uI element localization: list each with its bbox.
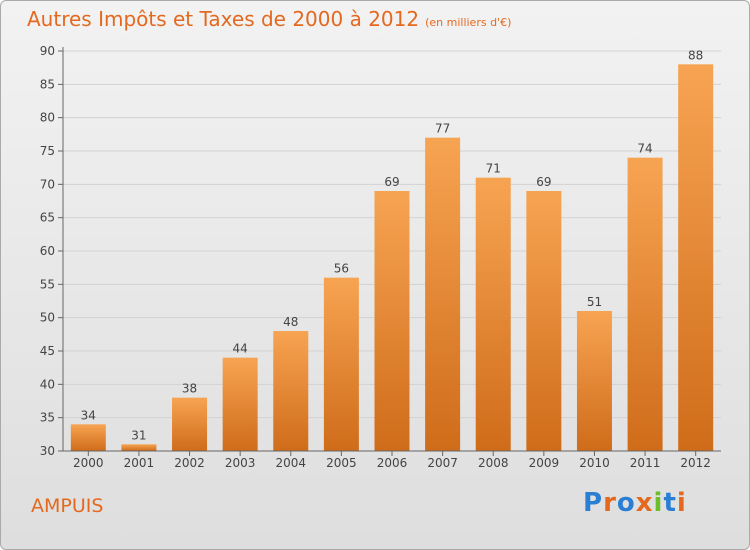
y-tick-label: 90 — [40, 44, 55, 58]
value-label-2004: 48 — [283, 315, 298, 329]
bar-2004 — [273, 331, 309, 451]
y-tick-label: 70 — [40, 177, 55, 191]
value-label-2005: 56 — [334, 262, 349, 276]
y-tick-label: 50 — [40, 311, 55, 325]
y-tick-label: 60 — [40, 244, 55, 258]
x-tick-label-2010: 2010 — [579, 456, 610, 470]
y-tick-label: 55 — [40, 277, 55, 291]
value-label-2008: 71 — [486, 162, 501, 176]
bar-2006 — [374, 191, 410, 451]
value-labels: 34 31 38 44 48 56 69 77 71 69 51 74 88 — [81, 48, 704, 442]
value-label-2011: 74 — [637, 142, 652, 156]
bar-2003 — [222, 357, 258, 451]
bar-2008 — [475, 177, 511, 451]
chart-subtitle: (en milliers d'€) — [425, 16, 512, 29]
y-tick-label: 40 — [40, 377, 55, 391]
x-tick-label-2008: 2008 — [478, 456, 509, 470]
x-tick-label-2005: 2005 — [326, 456, 357, 470]
x-tick-label-2007: 2007 — [427, 456, 458, 470]
city-name: AMPUIS — [31, 495, 104, 517]
chart-title-text: Autres Impôts et Taxes de 2000 à 2012 — [27, 7, 420, 31]
x-tick-label-2002: 2002 — [174, 456, 205, 470]
y-tick-label: 85 — [40, 77, 55, 91]
logo-letter: i — [676, 488, 687, 518]
chart-title: Autres Impôts et Taxes de 2000 à 2012 (en… — [27, 7, 511, 31]
bar-2012 — [678, 64, 714, 452]
x-tick-label-2012: 2012 — [680, 456, 711, 470]
y-tick-label: 75 — [40, 144, 55, 158]
value-label-2007: 77 — [435, 122, 450, 136]
y-tick-label: 45 — [40, 344, 55, 358]
proxiti-logo: Proxiti — [583, 488, 687, 518]
bar-2000 — [70, 424, 106, 451]
bar-2007 — [425, 137, 461, 451]
x-tick-label-2001: 2001 — [124, 456, 155, 470]
bar-2011 — [627, 157, 663, 451]
y-tick-label: 80 — [40, 111, 55, 125]
x-tick-label-2009: 2009 — [529, 456, 560, 470]
x-tick-label-2006: 2006 — [377, 456, 408, 470]
axes: 30 35 40 45 50 55 60 65 70 75 80 85 90 2000 2001 2002 20… — [40, 44, 721, 470]
y-tick-label: 35 — [40, 411, 55, 425]
value-label-2001: 31 — [131, 428, 146, 442]
logo-letter: t — [663, 488, 677, 518]
bar-2001 — [121, 444, 157, 451]
value-label-2009: 69 — [536, 175, 551, 189]
x-tick-label-2003: 2003 — [225, 456, 256, 470]
x-tick-label-2011: 2011 — [630, 456, 661, 470]
x-tick-label-2000: 2000 — [73, 456, 104, 470]
value-label-2010: 51 — [587, 295, 602, 309]
logo-letter: P — [583, 488, 604, 518]
value-label-2012: 88 — [688, 48, 703, 62]
y-tick-label: 30 — [40, 444, 55, 458]
value-label-2000: 34 — [81, 408, 96, 422]
bar-2009 — [526, 191, 562, 451]
bar-2005 — [323, 277, 359, 451]
bar-2010 — [576, 311, 612, 451]
bars — [70, 64, 714, 452]
logo-letter: o — [616, 488, 636, 518]
y-tick-label: 65 — [40, 211, 55, 225]
value-label-2006: 69 — [384, 175, 399, 189]
value-label-2003: 44 — [233, 342, 248, 356]
logo-letter: x — [635, 488, 654, 518]
logo-letter: i — [653, 488, 664, 518]
x-tick-label-2004: 2004 — [275, 456, 306, 470]
value-label-2002: 38 — [182, 382, 197, 396]
logo-letter: r — [603, 488, 617, 518]
bar-2002 — [172, 397, 208, 451]
